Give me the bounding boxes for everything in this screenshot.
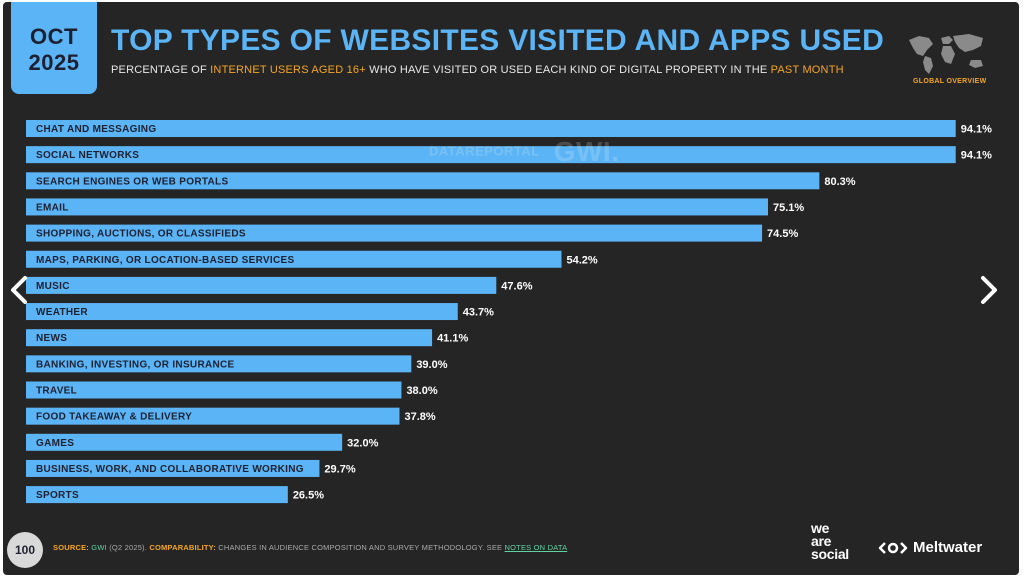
subtitle-part: PERCENTAGE OF (111, 64, 211, 76)
value-label: 29.7% (324, 463, 355, 475)
bar (26, 486, 288, 504)
date-badge: OCT 2025 (11, 2, 97, 94)
next-slide-arrow-icon[interactable] (977, 270, 1001, 310)
page-subtitle: PERCENTAGE OF INTERNET USERS AGED 16+ WH… (111, 64, 844, 76)
date-month: OCT (30, 24, 78, 49)
source-detail: (Q2 2025). (106, 543, 150, 552)
bar (26, 250, 562, 268)
bar (26, 381, 402, 399)
bar (26, 276, 497, 294)
category-label: WEATHER (36, 307, 88, 318)
value-label: 32.0% (347, 437, 378, 449)
bar-chart: CHAT AND MESSAGING 94.1% SOCIAL NETWORKS 94… (26, 120, 992, 504)
value-label: 74.5% (767, 228, 798, 240)
category-label: EMAIL (36, 202, 69, 213)
category-label: CHAT AND MESSAGING (36, 124, 156, 135)
subtitle-part: WHO HAVE VISITED OR USED EACH KIND OF DI… (365, 64, 771, 76)
bar (26, 224, 763, 242)
previous-slide-arrow-icon[interactable] (7, 270, 31, 310)
bar (26, 433, 343, 451)
watermark-brand: DATAREPORTAL (429, 143, 540, 159)
category-label: SOCIAL NETWORKS (36, 150, 139, 161)
category-label: NEWS (36, 333, 67, 344)
watermark: DATAREPORTAL GWI. (429, 136, 619, 168)
page-number-badge: 100 (7, 532, 43, 568)
bar (26, 146, 956, 164)
bar (26, 407, 400, 425)
value-label: 47.6% (501, 280, 532, 292)
subtitle-highlight: INTERNET USERS AGED 16+ (210, 64, 366, 76)
meltwater-mark-icon (878, 541, 908, 554)
category-label: SHOPPING, AUCTIONS, OR CLASSIFIEDS (36, 229, 246, 240)
category-label: MUSIC (36, 281, 70, 292)
category-label: SEARCH ENGINES OR WEB PORTALS (36, 176, 228, 187)
source-label: SOURCE: (53, 543, 89, 552)
comparability-label: COMPARABILITY: (149, 543, 217, 552)
logo-word: we (811, 520, 830, 536)
category-label: BANKING, INVESTING, OR INSURANCE (36, 359, 235, 370)
meltwater-wordmark: Meltwater (913, 539, 983, 556)
category-label: FOOD TAKEAWAY & DELIVERY (36, 412, 192, 423)
notes-on-data-link[interactable]: NOTES ON DATA (504, 543, 568, 552)
value-label: 39.0% (416, 359, 447, 371)
value-label: 94.1% (961, 124, 992, 136)
value-label: 54.2% (566, 254, 597, 266)
logo-word: social (811, 546, 849, 562)
category-label: SPORTS (36, 490, 79, 501)
value-label: 37.8% (404, 411, 435, 423)
bar (26, 329, 433, 347)
bar (26, 172, 820, 190)
value-label: 75.1% (773, 202, 804, 214)
source-name: GWI (91, 543, 107, 552)
watermark-partner: GWI. (553, 136, 620, 167)
comparability-text: CHANGES IN AUDIENCE COMPOSITION AND SURV… (216, 543, 505, 552)
category-label: MAPS, PARKING, OR LOCATION-BASED SERVICE… (36, 255, 294, 266)
bar (26, 198, 768, 216)
footer-notes: SOURCE: GWI (Q2 2025). COMPARABILITY: CH… (53, 543, 567, 552)
category-label: GAMES (36, 438, 74, 449)
value-label: 41.1% (437, 333, 468, 345)
logo-word: are (811, 533, 832, 549)
category-label: BUSINESS, WORK, AND COLLABORATIVE WORKIN… (36, 464, 304, 475)
world-map-icon (909, 34, 983, 74)
value-label: 80.3% (824, 176, 855, 188)
bar (26, 120, 956, 137)
bar (26, 459, 320, 477)
we-are-social-logo: we are social (811, 520, 849, 562)
value-label: 43.7% (463, 307, 494, 319)
page-title: TOP TYPES OF WEBSITES VISITED AND APPS U… (111, 24, 885, 57)
date-year: 2025 (28, 50, 80, 75)
value-label: 38.0% (406, 385, 437, 397)
bar (26, 355, 412, 373)
value-label: 94.1% (961, 150, 992, 162)
category-label: TRAVEL (36, 386, 77, 397)
bar (26, 303, 458, 321)
meltwater-logo: Meltwater (877, 539, 982, 556)
subtitle-highlight: PAST MONTH (770, 64, 844, 76)
value-label: 26.5% (293, 490, 324, 502)
region-label: GLOBAL OVERVIEW (913, 78, 987, 85)
slide: OCT 2025 TOP TYPES OF WEBSITES VISITED A… (3, 2, 1019, 575)
